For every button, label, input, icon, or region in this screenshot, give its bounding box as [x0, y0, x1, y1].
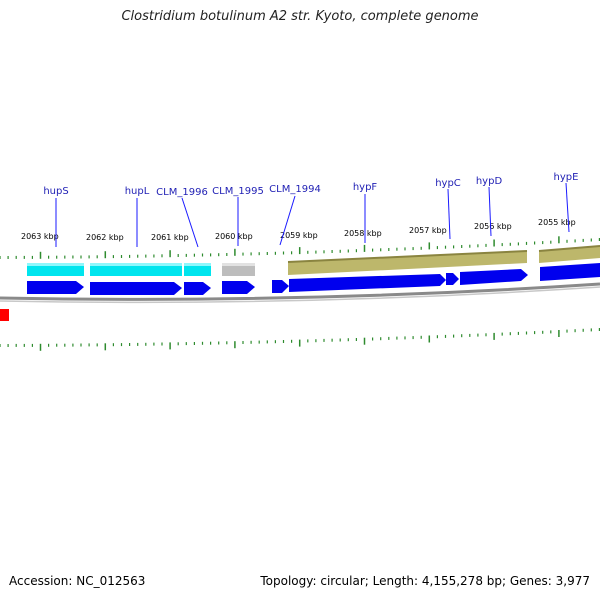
cds-arrow-hupL[interactable] — [90, 282, 182, 295]
kbp-label: 2056 kbp — [474, 222, 512, 231]
gene-feature-hupS[interactable] — [27, 263, 84, 276]
accession-text: Accession: NC_012563 — [9, 574, 146, 588]
genome-title: Clostridium botulinum A2 str. Kyoto, com… — [121, 9, 479, 24]
gene-track — [27, 245, 600, 276]
gene-label-hupS[interactable]: hupS — [43, 186, 68, 197]
cds-arrow-hupS[interactable] — [27, 281, 84, 294]
gene-label-hypF[interactable]: hypF — [353, 182, 378, 193]
kbp-label: 2060 kbp — [215, 232, 253, 241]
leader-line-CLM_1994 — [279, 195, 296, 246]
gene-label-hypC[interactable]: hypC — [435, 178, 461, 189]
cds-arrow-CLM_1995[interactable] — [222, 281, 255, 294]
leader-line-CLM_1996 — [181, 197, 199, 248]
kbp-label: 2057 kbp — [409, 226, 447, 235]
genome-backbone-shadow — [0, 286, 600, 304]
gene-label-CLM_1995[interactable]: CLM_1995 — [212, 186, 264, 197]
cds-track — [27, 263, 600, 295]
genome-backbone — [0, 282, 600, 301]
kbp-label: 2055 kbp — [538, 218, 576, 227]
leader-line-hypE — [565, 182, 570, 233]
leader-line-hypD — [488, 186, 492, 237]
gene-label-hupL[interactable]: hupL — [125, 186, 150, 197]
gene-label-hypD[interactable]: hypD — [476, 176, 503, 187]
kbp-label: 2058 kbp — [344, 229, 382, 238]
gene-feature-hypF-hypC-hypD[interactable] — [288, 251, 527, 275]
kbp-scale-labels: 2063 kbp 2062 kbp 2061 kbp 2060 kbp 2059… — [21, 218, 576, 242]
gene-label-CLM_1996[interactable]: CLM_1996 — [156, 187, 208, 198]
gene-feature-CLM_1996[interactable] — [184, 263, 211, 276]
red-position-marker[interactable] — [0, 309, 9, 321]
cds-arrow-hypE[interactable] — [540, 263, 600, 281]
kbp-label: 2062 kbp — [86, 233, 124, 242]
cds-arrow-hypC[interactable] — [446, 273, 459, 285]
cds-arrow-hypF[interactable] — [289, 274, 446, 292]
genome-summary-text: Topology: circular; Length: 4,155,278 bp… — [260, 574, 590, 588]
cds-arrow-CLM_1994[interactable] — [272, 280, 289, 293]
gene-label-hypE[interactable]: hypE — [554, 172, 579, 183]
gene-label-CLM_1994[interactable]: CLM_1994 — [269, 184, 321, 195]
leader-line-hypC — [447, 188, 451, 240]
cds-arrow-CLM_1996[interactable] — [184, 282, 211, 295]
gene-feature-CLM_1995[interactable] — [222, 263, 255, 276]
inner-tick-row — [0, 328, 600, 351]
kbp-label: 2063 kbp — [21, 232, 59, 241]
kbp-label: 2061 kbp — [151, 233, 189, 242]
kbp-label: 2059 kbp — [280, 231, 318, 240]
gene-labels: hupS hupL CLM_1996 CLM_1995 CLM_1994 hyp… — [43, 172, 579, 248]
gene-feature-hupL[interactable] — [90, 263, 182, 276]
outer-tick-row — [0, 236, 600, 259]
cds-arrow-hypD[interactable] — [460, 269, 528, 285]
